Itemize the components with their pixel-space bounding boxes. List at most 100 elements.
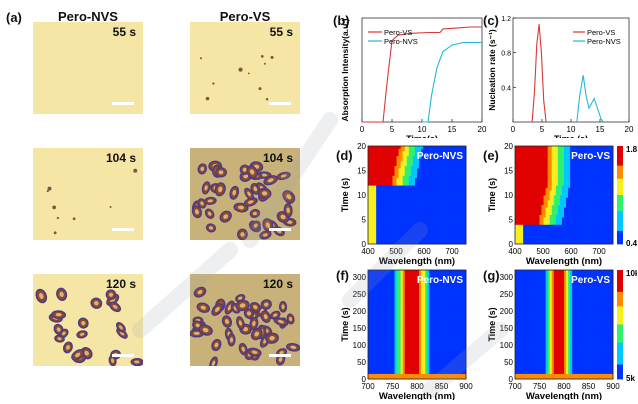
heatmap-cell — [419, 187, 422, 191]
heatmap-cell — [457, 177, 461, 181]
heatmap-cell — [604, 150, 608, 154]
heatmap-cell — [515, 199, 518, 203]
heatmap-cell — [604, 158, 608, 162]
heatmap-cell — [370, 185, 373, 189]
heatmap-cell — [453, 217, 457, 220]
heatmap-cell — [431, 165, 434, 169]
heatmap-cell — [594, 160, 598, 164]
heatmap-cell — [394, 239, 397, 242]
heatmap-cell — [596, 153, 600, 157]
heatmap-cell — [527, 170, 530, 174]
heatmap-cell — [374, 275, 377, 279]
heatmap-cell — [596, 214, 600, 218]
heatmap-cell — [453, 185, 457, 189]
heatmap-cell — [517, 155, 520, 159]
heatmap-cell — [547, 182, 551, 186]
heatmap-cell — [594, 226, 598, 230]
heatmap-cell — [408, 229, 412, 233]
heatmap-cell — [463, 190, 467, 193]
heatmap-cell — [398, 327, 402, 331]
heatmap-cell — [392, 299, 395, 304]
heatmap-cell — [437, 160, 440, 164]
heatmap-cell — [557, 172, 561, 176]
heatmap-cell — [457, 207, 461, 211]
heatmap-cell — [368, 234, 371, 238]
heatmap-cell — [394, 278, 397, 282]
heatmap-cell — [390, 170, 393, 174]
heatmap-cell — [382, 221, 385, 225]
heatmap-cell — [566, 148, 569, 152]
heatmap-cell — [423, 214, 426, 218]
heatmap-cell — [400, 289, 404, 293]
heatmap-cell — [398, 168, 402, 171]
heatmap-cell — [368, 231, 371, 235]
heatmap-cell — [559, 202, 563, 206]
heatmap-cell — [376, 158, 379, 162]
heatmap-cell — [453, 180, 457, 184]
heatmap-cell — [400, 180, 404, 184]
heatmap-cell — [431, 177, 434, 181]
heatmap-cell — [588, 224, 591, 228]
heatmap-cell — [529, 148, 532, 152]
heatmap-cell — [384, 291, 387, 295]
heatmap-cell — [570, 168, 573, 171]
heatmap-cell — [535, 212, 538, 215]
heatmap-cell — [439, 177, 442, 181]
heatmap-cell — [451, 187, 455, 191]
heatmap-cell — [559, 226, 563, 230]
heatmap-cell — [421, 190, 424, 193]
heatmap-cell — [459, 204, 463, 208]
heatmap-cell — [406, 229, 410, 233]
heatmap-cell — [400, 357, 404, 361]
heatmap-cell — [443, 153, 446, 157]
heatmap-cell — [410, 150, 414, 154]
heatmap-cell — [531, 160, 534, 164]
heatmap-cell — [406, 204, 410, 208]
heatmap-cell — [561, 158, 565, 162]
heatmap-cell — [535, 155, 538, 159]
heatmap-cell — [598, 146, 602, 149]
heatmap-cell — [555, 163, 559, 166]
heatmap-cell — [610, 212, 614, 215]
heatmap-cell — [398, 182, 402, 186]
heatmap-cell — [580, 175, 583, 179]
heatmap-cell — [433, 241, 436, 245]
heatmap-cell — [572, 217, 575, 220]
heatmap-cell — [586, 221, 589, 225]
heatmap-cell — [572, 209, 575, 213]
heatmap-cell — [608, 158, 612, 162]
heatmap-cell — [590, 236, 593, 240]
heatmap-cell — [584, 236, 587, 240]
heatmap-cell — [586, 148, 589, 152]
heatmap-cell — [570, 212, 573, 215]
heatmap-cell — [515, 209, 518, 213]
y-tick-label: 15 — [357, 167, 366, 176]
heatmap-cell — [368, 165, 371, 169]
heatmap-cell — [396, 305, 400, 309]
heatmap-cell — [400, 335, 404, 339]
heatmap-cell — [412, 172, 416, 176]
crystal-core — [229, 337, 234, 343]
heatmap-cell — [459, 165, 463, 169]
heatmap-cell — [576, 192, 579, 196]
heatmap-cell — [525, 160, 528, 164]
heatmap-cell — [459, 209, 463, 213]
heatmap-cell — [610, 221, 614, 225]
heatmap-cell — [463, 199, 467, 203]
heatmap-cell — [386, 351, 389, 355]
heatmap-cell — [461, 165, 465, 169]
heatmap-cell — [533, 239, 536, 242]
heatmap-cell — [551, 229, 555, 233]
heatmap-cell — [551, 219, 555, 223]
heatmap-cell — [384, 373, 387, 377]
heatmap-cell — [441, 177, 444, 181]
heatmap-cell — [443, 180, 446, 184]
heatmap-cell — [374, 170, 377, 174]
heatmap-cell — [541, 170, 544, 174]
heatmap-cell — [382, 354, 385, 358]
heatmap-cell — [433, 214, 436, 218]
heatmap-cell — [386, 319, 389, 323]
heatmap-cell — [592, 197, 596, 201]
heatmap-cell — [394, 327, 397, 331]
heatmap-cell — [421, 239, 424, 242]
